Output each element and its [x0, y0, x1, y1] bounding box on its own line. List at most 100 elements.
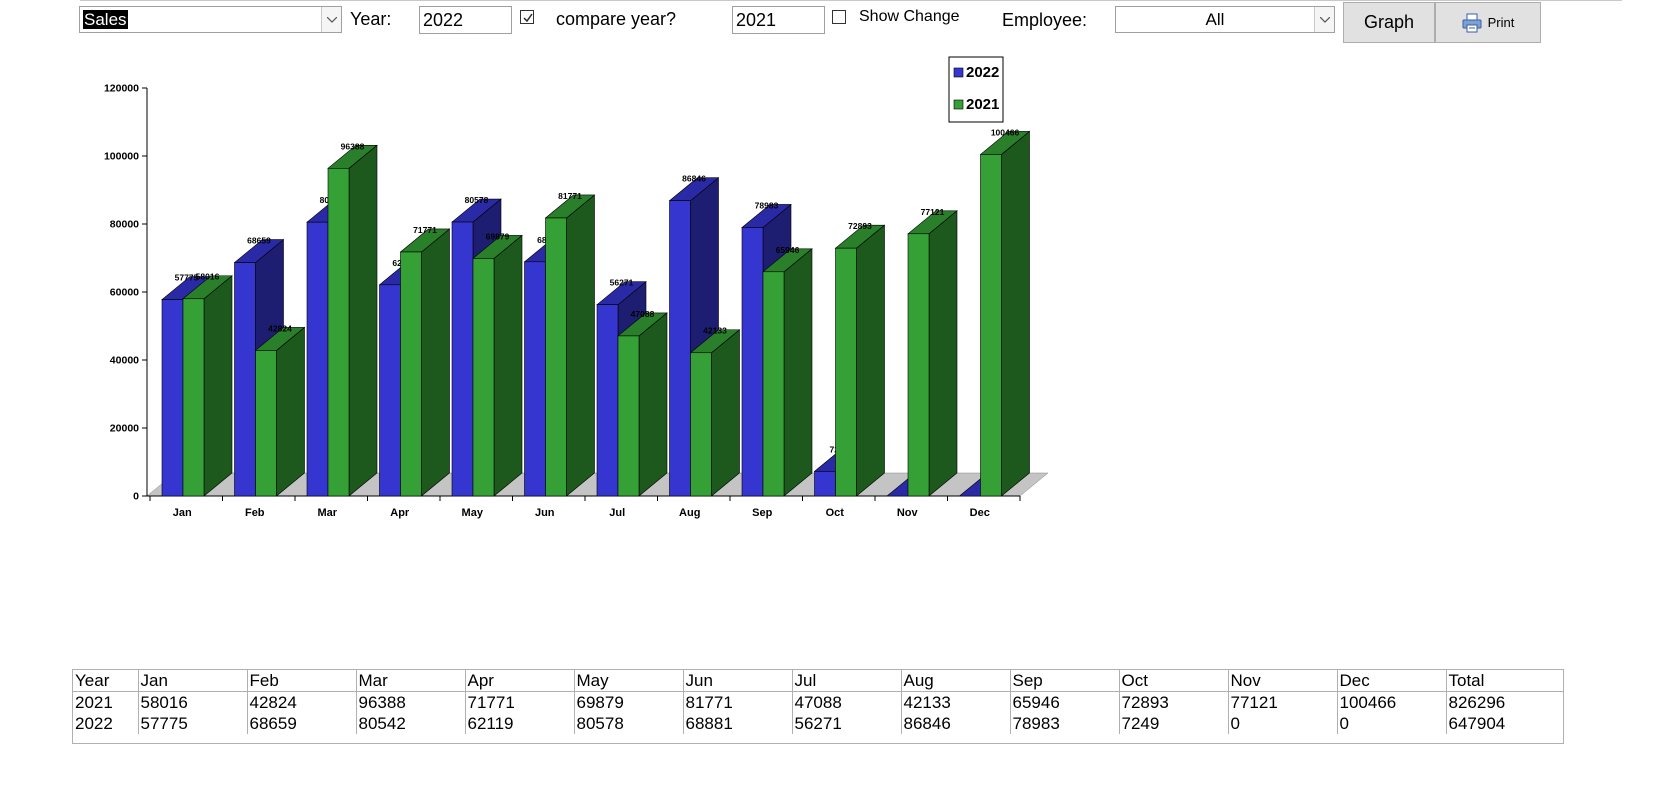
bar-side [783, 248, 813, 497]
bar-front [472, 258, 495, 497]
compare-year-label: compare year? [556, 9, 677, 29]
bar-front [835, 247, 857, 497]
table-row: 2021 58016 42824 96388 71771 69879 81771 47088 4… [73, 691, 1564, 713]
data-label: 96388 [341, 141, 365, 151]
bar-side [638, 312, 668, 497]
bar-side [421, 228, 450, 497]
chevron-down-icon[interactable] [1314, 7, 1334, 32]
bar-2021-dec: 100466 [979, 127, 1031, 497]
table-header-row: Year Jan Feb Mar Apr May Jun Jul Aug Sep Oct Nov Dec… [73, 670, 1564, 692]
table-cell: 42133 [900, 691, 1010, 713]
table-cell: 86846 [900, 713, 1010, 734]
x-tick-label: Jul [609, 507, 625, 519]
x-tick-label: Jan [173, 507, 192, 519]
employee-label: Employee: [1002, 10, 1088, 30]
table-cell: 80542 [355, 713, 465, 734]
table-cell: 826296 [1445, 691, 1564, 713]
bar-side [928, 210, 958, 497]
bar-side [276, 326, 305, 497]
y-tick-label: 40000 [110, 355, 139, 367]
table-cell: 80578 [573, 713, 683, 734]
table-cell: 68659 [246, 713, 356, 734]
data-label: 100466 [991, 127, 1020, 137]
table-cell: 2022 [75, 714, 113, 733]
bar-front [741, 227, 764, 497]
print-label: Print [1487, 15, 1515, 30]
table-header-cell: Jul [791, 670, 901, 692]
data-label: 78983 [755, 200, 779, 210]
bar-side [1001, 130, 1030, 497]
table-cell: 56271 [791, 713, 901, 734]
x-tick-label: Jun [535, 507, 555, 519]
bar-front [669, 200, 691, 497]
compare-year-input[interactable]: 2021 [732, 6, 825, 34]
table-header-cell: Feb [246, 670, 356, 692]
bar-side [566, 194, 595, 497]
table-cell: 71771 [464, 691, 574, 713]
table-header-cell: Oct [1118, 670, 1228, 692]
table-header-cell: Year [73, 670, 138, 692]
bar-front [451, 221, 474, 497]
table-cell: 78983 [1009, 713, 1119, 734]
bar-front [980, 154, 1002, 497]
bar-side [203, 275, 233, 497]
y-tick-label: 60000 [110, 287, 139, 299]
bar-front [762, 271, 785, 497]
chart-legend: 2022 2021 [948, 56, 1004, 123]
bar-front [617, 335, 640, 497]
bar-front [306, 221, 329, 497]
table-cell: 72893 [1118, 691, 1228, 713]
print-button[interactable]: Print [1435, 2, 1541, 43]
bar-front [234, 262, 256, 497]
data-label: 57775 [175, 273, 199, 283]
legend-swatch [953, 67, 964, 78]
data-label: 71771 [413, 225, 437, 235]
data-label: 86846 [682, 174, 706, 184]
chevron-down-icon[interactable] [321, 7, 341, 32]
show-change-checkbox[interactable] [832, 10, 846, 24]
table-header-cell: Jun [682, 670, 792, 692]
table-cell: 42824 [246, 691, 356, 713]
metric-dropdown[interactable]: Sales [79, 6, 342, 33]
table-row: 2022 57775 68659 80542 62119 80578 68881 56271 8… [73, 713, 1564, 734]
y-tick-label: 80000 [110, 219, 139, 231]
data-label: 65946 [776, 245, 800, 255]
legend-swatch [953, 99, 964, 110]
employee-dropdown[interactable]: All [1115, 6, 1335, 33]
data-label: 77121 [921, 207, 945, 217]
table-header-cell: Jan [137, 670, 247, 692]
year-input[interactable]: 2022 [419, 6, 512, 34]
table-header-cell: Nov [1227, 670, 1337, 692]
table-header-cell: Mar [355, 670, 465, 692]
x-tick-label: May [462, 507, 484, 519]
data-label: 58016 [196, 272, 220, 282]
bar-front [545, 217, 567, 497]
table-header-cell: Sep [1009, 670, 1119, 692]
bar-front [400, 251, 422, 497]
bar-front [379, 284, 401, 497]
bar-2021-aug: 42133 [689, 326, 741, 497]
bar-front [907, 233, 930, 497]
table-cell: 58016 [137, 691, 247, 713]
table-cell: 647904 [1445, 713, 1564, 734]
graph-button[interactable]: Graph [1343, 2, 1435, 43]
table-header-cell: Total [1445, 670, 1564, 692]
table-header-cell: Apr [464, 670, 574, 692]
data-label: 69879 [486, 231, 510, 241]
data-label: 42133 [703, 326, 727, 336]
data-label: 72893 [848, 221, 872, 231]
compare-year-checkbox[interactable] [520, 10, 534, 24]
table-cell: 100466 [1336, 691, 1446, 713]
bar-side [856, 224, 885, 497]
table-cell: 81771 [682, 691, 792, 713]
checkmark-icon [523, 13, 533, 23]
bar-side [493, 234, 523, 497]
bar-front [814, 471, 836, 497]
table-cell: 0 [1336, 713, 1446, 734]
table-cell: 77121 [1227, 691, 1337, 713]
bar-2021-may: 69879 [472, 231, 523, 497]
bar-front [255, 350, 277, 497]
bar-2021-jan: 58016 [182, 272, 233, 497]
legend-label: 2022 [966, 64, 999, 81]
bar-2021-feb: 42824 [254, 323, 306, 497]
